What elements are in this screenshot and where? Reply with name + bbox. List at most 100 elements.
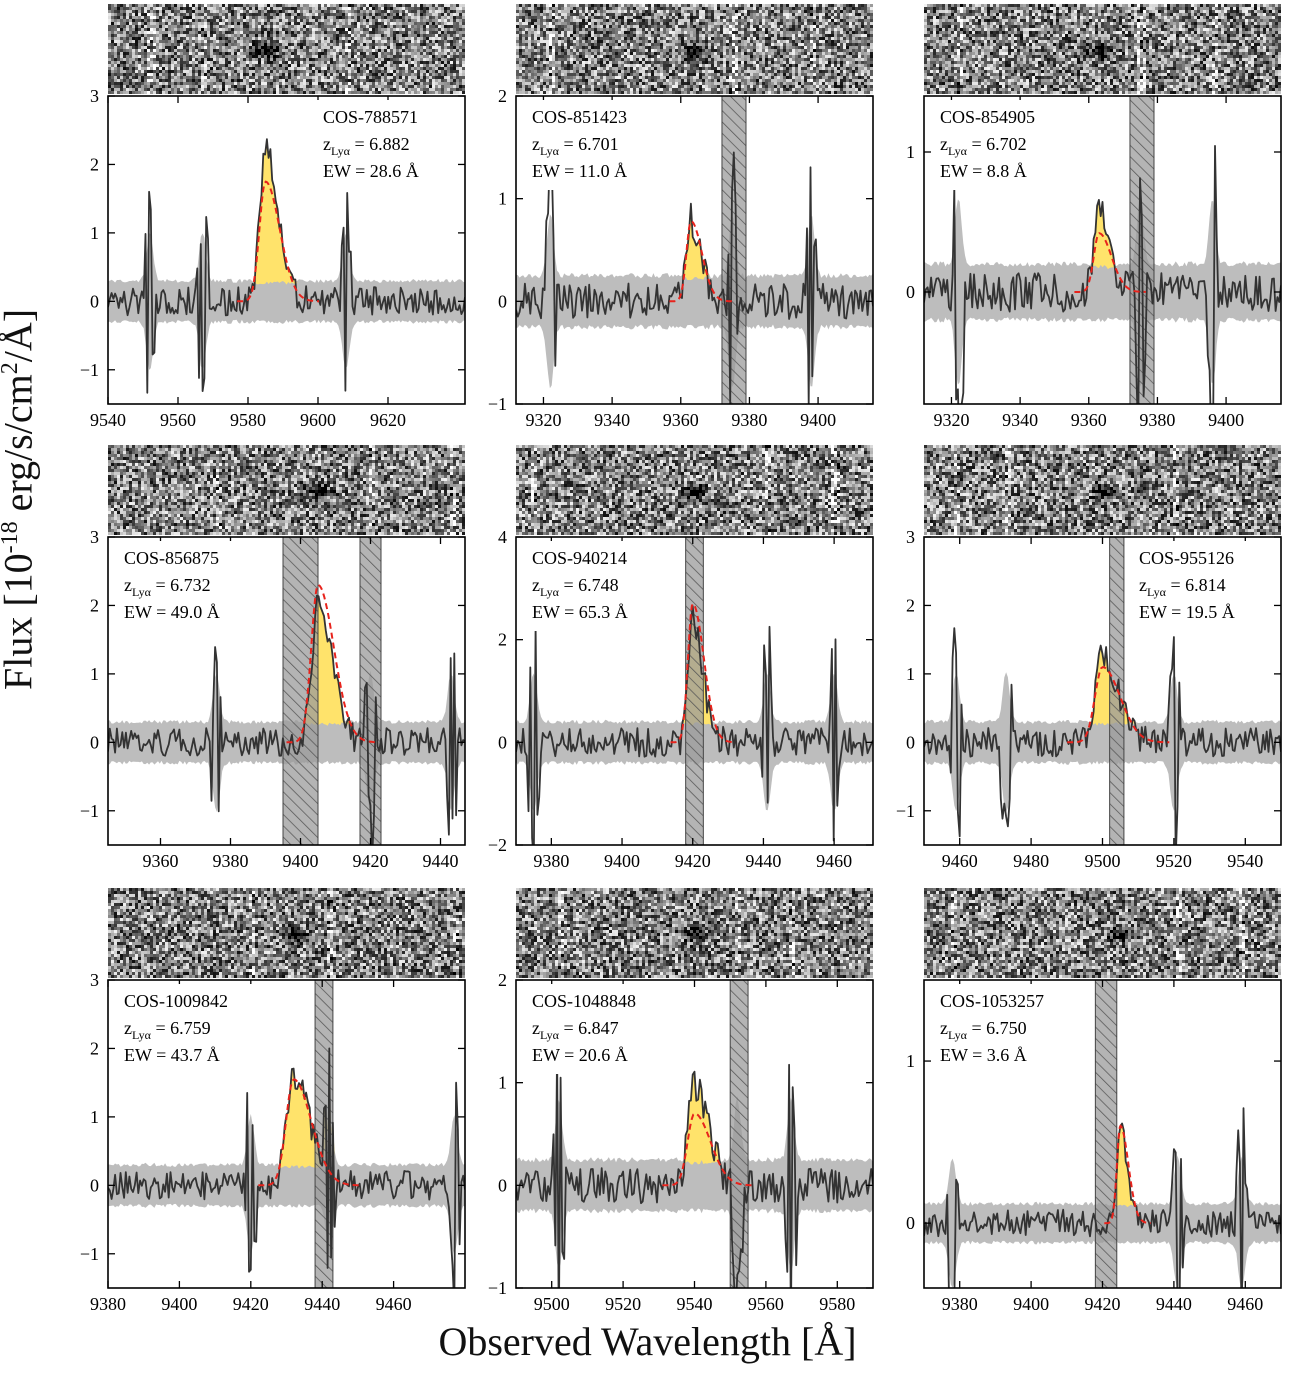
- masked-sky-region: [282, 537, 319, 845]
- spectrum-2d-image: [924, 445, 1281, 535]
- spectrum-2d-image: [108, 4, 465, 94]
- equivalent-width-label: EW = 3.6 Å: [940, 1045, 1027, 1065]
- plot-content: [108, 980, 465, 1288]
- spectrum-2d-image: [108, 888, 465, 978]
- y-axis-label-wrap: Flux [10-18 erg/s/cm2/Å]: [0, 0, 68, 1378]
- panel: 9380 9400 9420 9440 9460 0 1 COS-1053257 zLyα = …: [906, 888, 1282, 1314]
- spectrum-2d-image: [924, 4, 1281, 94]
- y-tick-label: 1: [498, 1073, 507, 1093]
- y-tick-label: −2: [488, 835, 507, 855]
- plot-content: [108, 138, 465, 394]
- y-tick-label: 2: [498, 970, 507, 990]
- object-id-label: COS-940214: [532, 548, 627, 568]
- y-axis-label: Flux [10-18 erg/s/cm2/Å]: [0, 309, 42, 690]
- x-tick-label: 9540: [90, 410, 126, 430]
- x-tick-label: 9320: [933, 410, 969, 430]
- redshift-label: zLyα = 6.847: [532, 1018, 619, 1042]
- x-tick-label: 9420: [353, 851, 389, 871]
- y-tick-label: 0: [498, 732, 507, 752]
- object-id-label: COS-856875: [124, 548, 219, 568]
- y-tick-label: 3: [90, 527, 99, 547]
- panel: 9500 9520 9540 9560 9580 −1 0 1 2 COS-1048848 zLyα…: [488, 888, 874, 1314]
- x-tick-label: 9320: [525, 410, 561, 430]
- lya-flux-fill: [1106, 1123, 1144, 1208]
- y-tick-label: 3: [90, 970, 99, 990]
- panel: 9320 9340 9360 9380 9400 0 1 COS-854905 zLyα = 6…: [906, 4, 1282, 430]
- label-background: [317, 100, 453, 190]
- equivalent-width-label: EW = 28.6 Å: [323, 161, 419, 181]
- masked-sky-region: [1094, 980, 1118, 1288]
- axes-frame: [515, 536, 874, 846]
- spectrum-2d-image: [108, 445, 465, 535]
- redshift-label: zLyα = 6.759: [124, 1018, 211, 1042]
- noise-envelope: [924, 672, 1281, 813]
- spectrum-line: [516, 151, 873, 404]
- label-background: [118, 541, 254, 631]
- x-tick-label: 9400: [283, 851, 319, 871]
- x-tick-label: 9360: [1071, 410, 1107, 430]
- axes-frame: [923, 95, 1282, 405]
- lya-fit-line: [1074, 232, 1146, 293]
- x-tick-label: 9540: [677, 1294, 713, 1314]
- lya-fit-line: [1067, 666, 1170, 744]
- panel: 9320 9340 9360 9380 9400 −1 0 1 2 COS-851423 zLyα …: [488, 4, 874, 430]
- axes-frame: [107, 95, 466, 405]
- axes-frame: [107, 979, 466, 1289]
- x-tick-label: 9500: [1085, 851, 1121, 871]
- x-tick-label: 9460: [816, 851, 852, 871]
- object-id-label: COS-1009842: [124, 991, 228, 1011]
- redshift-label: zLyα = 6.748: [532, 575, 619, 599]
- object-id-label: COS-1053257: [940, 991, 1044, 1011]
- spectrum-line: [108, 138, 465, 394]
- spectrum-line: [516, 1046, 873, 1288]
- x-tick-label: 9360: [663, 410, 699, 430]
- y-tick-label: 1: [906, 1051, 915, 1071]
- redshift-label: zLyα = 6.702: [940, 134, 1027, 158]
- y-tick-label: 0: [906, 732, 915, 752]
- x-tick-label: 9560: [160, 410, 196, 430]
- x-tick-label: 9560: [748, 1294, 784, 1314]
- y-tick-label: 1: [90, 223, 99, 243]
- x-tick-label: 9440: [1156, 1294, 1192, 1314]
- y-tick-label: 3: [90, 86, 99, 106]
- y-tick-label: 0: [90, 732, 99, 752]
- y-tick-label: 0: [906, 1213, 915, 1233]
- y-tick-label: 0: [498, 1175, 507, 1195]
- x-tick-label: 9480: [1013, 851, 1049, 871]
- x-tick-label: 9520: [1156, 851, 1192, 871]
- spectrum-line: [924, 1107, 1281, 1288]
- lya-fit-line: [669, 220, 732, 303]
- lya-fit-line: [670, 602, 735, 744]
- equivalent-width-label: EW = 43.7 Å: [124, 1045, 220, 1065]
- y-tick-label: 2: [498, 630, 507, 650]
- x-tick-label: 9440: [745, 851, 781, 871]
- label-background: [526, 100, 662, 190]
- spectrum-line: [108, 594, 465, 845]
- y-tick-label: −1: [896, 801, 915, 821]
- spectrum-line: [924, 627, 1281, 845]
- x-tick-label: 9520: [605, 1294, 641, 1314]
- plot-content: [516, 537, 873, 845]
- spectrum-line: [924, 145, 1281, 404]
- masked-sky-region: [1109, 537, 1125, 845]
- y-tick-label: 1: [906, 664, 915, 684]
- x-tick-label: 9420: [1085, 1294, 1121, 1314]
- redshift-label: zLyα = 6.701: [532, 134, 619, 158]
- x-axis-label: Observed Wavelength [Å]: [0, 1318, 1295, 1365]
- y-tick-label: −1: [488, 1278, 507, 1298]
- x-tick-label: 9620: [370, 410, 406, 430]
- x-tick-label: 9400: [1013, 1294, 1049, 1314]
- plot-content: [108, 537, 465, 845]
- equivalent-width-label: EW = 49.0 Å: [124, 602, 220, 622]
- plot-content: [924, 980, 1281, 1288]
- plot-content: [924, 96, 1281, 404]
- plot-content: [516, 980, 873, 1288]
- x-tick-label: 9540: [1227, 851, 1263, 871]
- x-tick-label: 9380: [1139, 410, 1175, 430]
- equivalent-width-label: EW = 8.8 Å: [940, 161, 1027, 181]
- x-tick-label: 9360: [143, 851, 179, 871]
- x-tick-label: 9460: [942, 851, 978, 871]
- y-tick-label: 4: [498, 527, 507, 547]
- x-tick-label: 9460: [1227, 1294, 1263, 1314]
